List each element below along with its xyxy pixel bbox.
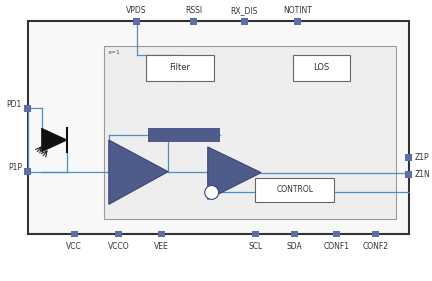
Text: P1P: P1P (8, 163, 22, 172)
Text: CONF2: CONF2 (363, 242, 389, 251)
Polygon shape (41, 128, 67, 152)
Polygon shape (208, 147, 261, 199)
Bar (372, 230, 379, 237)
Bar (24, 168, 31, 175)
Text: VPDS: VPDS (126, 6, 147, 15)
Text: PD1: PD1 (6, 100, 22, 109)
Text: NOTINT: NOTINT (283, 6, 312, 15)
Bar (148, 128, 219, 142)
Bar (24, 105, 31, 112)
Text: Z1N: Z1N (414, 170, 430, 179)
Polygon shape (109, 140, 168, 204)
Bar (255, 178, 334, 202)
Text: RX_DIS: RX_DIS (231, 6, 258, 15)
Text: LOS: LOS (313, 63, 330, 72)
Text: Z1P: Z1P (414, 153, 429, 162)
Text: VCCO: VCCO (108, 242, 130, 251)
Text: SCL: SCL (248, 242, 262, 251)
Text: VCC: VCC (67, 242, 82, 251)
Bar (28, 21, 409, 234)
Text: CONTROL: CONTROL (276, 185, 313, 194)
Circle shape (205, 185, 219, 199)
Bar (158, 230, 165, 237)
Bar (405, 171, 412, 178)
Bar (115, 230, 122, 237)
Bar (191, 18, 197, 25)
Text: Filter: Filter (169, 63, 191, 72)
Text: VEE: VEE (154, 242, 168, 251)
Bar (405, 154, 412, 161)
Bar (146, 55, 214, 81)
Bar (291, 230, 298, 237)
Bar (71, 230, 78, 237)
Bar (293, 55, 350, 81)
Text: RSSI: RSSI (185, 6, 203, 15)
Bar (252, 230, 259, 237)
Text: CONF1: CONF1 (323, 242, 349, 251)
Text: x=1: x=1 (108, 50, 121, 55)
Bar (104, 46, 396, 219)
Bar (241, 18, 248, 25)
Bar (333, 230, 340, 237)
Bar (294, 18, 301, 25)
Text: SDA: SDA (287, 242, 303, 251)
Bar (133, 18, 140, 25)
